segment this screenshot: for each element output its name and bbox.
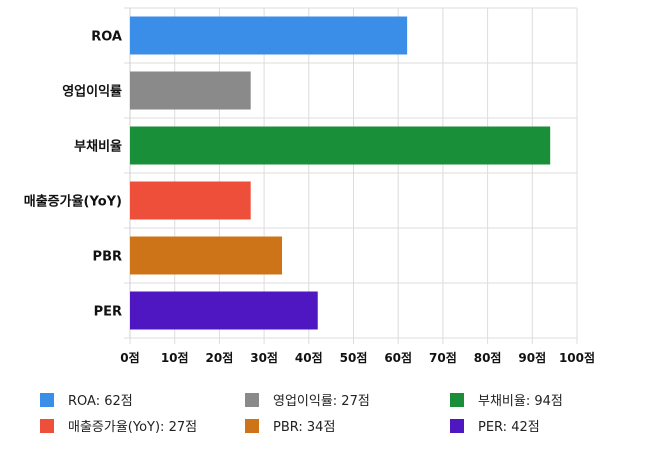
bar-3 bbox=[130, 181, 251, 220]
legend-item-pbr: PBR: 34점 bbox=[245, 416, 335, 435]
legend-swatch-sales-growth bbox=[40, 418, 54, 433]
category-label: ROA bbox=[91, 30, 122, 45]
legend-label-pbr: PBR: 34점 bbox=[273, 420, 336, 435]
x-tick-label: 0점 bbox=[120, 350, 139, 365]
x-tick-label: 10점 bbox=[161, 350, 189, 365]
bar-2 bbox=[130, 126, 551, 165]
x-tick-label: 80점 bbox=[474, 350, 502, 365]
legend-label-debt-ratio: 부채비율: 94점 bbox=[478, 394, 563, 409]
x-tick-label: 100점 bbox=[559, 350, 595, 365]
bar-5 bbox=[130, 291, 318, 330]
legend-label-sales-growth: 매출증가율(YoY): 27점 bbox=[68, 420, 198, 435]
bar-4 bbox=[130, 236, 282, 275]
legend-label-roa: ROA: 62점 bbox=[68, 394, 133, 409]
legend-label-operating-margin: 영업이익률: 27점 bbox=[273, 394, 370, 409]
bar-0 bbox=[130, 16, 408, 55]
legend-swatch-roa bbox=[40, 392, 54, 407]
x-tick-label: 50점 bbox=[340, 350, 368, 365]
grid-lines bbox=[124, 7, 578, 344]
x-tick-labels: 0점 10점 20점 30점 40점 50점 60점 70점 80점 90점 100점 bbox=[120, 350, 595, 365]
legend-item-debt-ratio: 부채비율: 94점 bbox=[450, 390, 563, 409]
x-tick-label: 90점 bbox=[518, 350, 546, 365]
bars bbox=[130, 16, 551, 330]
category-label: 매출증가율(YoY) bbox=[24, 194, 122, 210]
legend-label-per: PER: 42점 bbox=[478, 420, 540, 435]
legend-item-roa: ROA: 62점 bbox=[40, 390, 133, 409]
x-tick-label: 70점 bbox=[429, 350, 457, 365]
x-tick-label: 60점 bbox=[384, 350, 412, 365]
category-label: PBR bbox=[93, 250, 122, 265]
legend-swatch-debt-ratio bbox=[450, 392, 464, 407]
bar-1 bbox=[130, 71, 251, 110]
legend-swatch-operating-margin bbox=[245, 392, 259, 407]
legend-swatch-pbr bbox=[245, 418, 259, 433]
legend-item-operating-margin: 영업이익률: 27점 bbox=[245, 390, 370, 409]
category-label: 영업이익률 bbox=[62, 84, 122, 100]
category-label: 부채비율 bbox=[74, 139, 122, 155]
legend-item-per: PER: 42점 bbox=[450, 416, 540, 435]
category-label: PER bbox=[94, 305, 122, 320]
x-tick-label: 40점 bbox=[295, 350, 323, 365]
x-tick-label: 30점 bbox=[250, 350, 278, 365]
legend-item-sales-growth: 매출증가율(YoY): 27점 bbox=[40, 416, 197, 435]
x-tick-label: 20점 bbox=[206, 350, 234, 365]
legend-swatch-per bbox=[450, 418, 464, 433]
